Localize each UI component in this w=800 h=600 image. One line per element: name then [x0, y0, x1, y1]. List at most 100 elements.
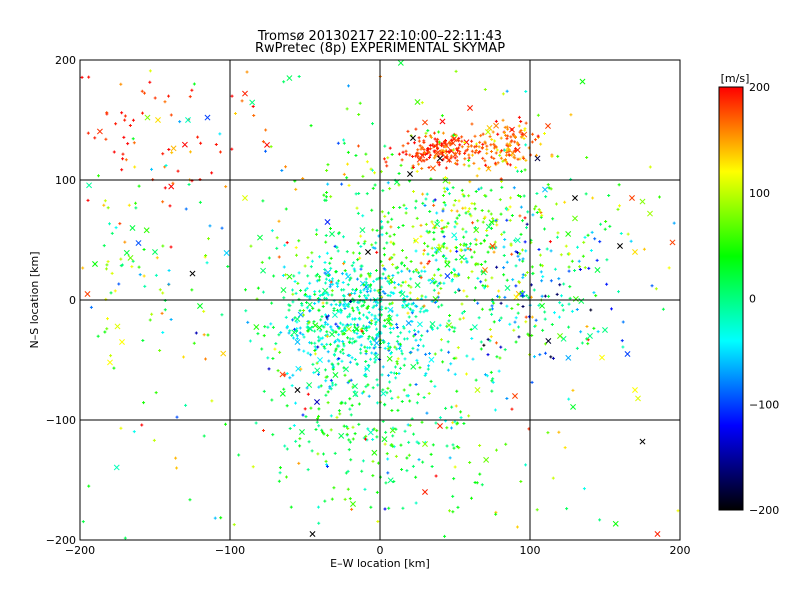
data-point [437, 140, 441, 144]
data-point [373, 288, 377, 292]
data-point [334, 330, 338, 334]
data-point [430, 220, 434, 224]
data-point [368, 320, 372, 324]
data-point [323, 368, 327, 372]
data-point [436, 284, 440, 288]
data-point [570, 309, 574, 313]
data-point [345, 272, 349, 276]
data-point [326, 293, 330, 297]
data-point [388, 389, 392, 393]
data-point [345, 176, 349, 180]
data-point [538, 209, 542, 213]
data-point [439, 338, 443, 342]
data-point [402, 388, 406, 392]
data-point [390, 408, 394, 412]
data-point [444, 256, 448, 260]
data-point [397, 59, 404, 66]
data-point [508, 163, 512, 167]
data-point [325, 317, 329, 321]
data-point [306, 274, 310, 278]
data-point [387, 477, 394, 484]
data-point [170, 151, 174, 155]
data-point [408, 307, 412, 311]
data-point [342, 260, 346, 264]
data-point [342, 424, 346, 428]
data-point [525, 270, 529, 274]
data-point [503, 348, 507, 352]
data-point [506, 162, 510, 166]
data-point [284, 315, 288, 319]
data-point [309, 531, 316, 537]
data-point [154, 391, 158, 395]
data-point [459, 416, 463, 420]
data-point [587, 266, 591, 270]
data-point [429, 379, 433, 383]
data-point [390, 443, 394, 447]
data-point [493, 161, 497, 165]
data-point [325, 315, 329, 319]
data-point [181, 141, 188, 148]
data-point [430, 246, 434, 250]
data-point [295, 337, 299, 341]
data-point [374, 303, 378, 307]
data-point [542, 186, 548, 193]
data-point [450, 426, 454, 430]
data-point [346, 487, 350, 491]
data-point [349, 413, 353, 417]
data-point [591, 196, 595, 200]
data-point [291, 318, 295, 322]
data-point [339, 350, 343, 354]
data-point [463, 248, 467, 252]
data-point [605, 282, 609, 286]
data-point [240, 99, 244, 103]
data-point [482, 238, 486, 242]
data-point [109, 354, 113, 358]
data-point [498, 356, 502, 360]
data-point [501, 118, 505, 122]
data-point [320, 293, 324, 297]
data-point [284, 475, 288, 479]
data-point [466, 247, 470, 251]
data-point [324, 281, 328, 285]
data-point [329, 387, 333, 391]
data-point [316, 324, 323, 331]
data-point [128, 123, 132, 127]
data-point [140, 89, 144, 93]
data-point [325, 191, 329, 195]
data-point [380, 373, 384, 377]
data-point [402, 337, 406, 341]
data-point [481, 220, 485, 224]
data-point [511, 133, 515, 137]
data-point [441, 230, 445, 234]
data-point [347, 448, 351, 452]
data-point [553, 267, 557, 271]
data-point [395, 360, 399, 364]
data-point [525, 294, 529, 298]
data-point [398, 366, 402, 370]
data-point [393, 365, 397, 369]
data-point [142, 274, 146, 278]
data-point [365, 346, 369, 350]
data-point [363, 487, 367, 491]
data-point [359, 267, 363, 271]
data-point [452, 477, 456, 481]
data-point [443, 141, 447, 145]
data-point [536, 134, 540, 138]
data-point [319, 384, 323, 388]
data-point [371, 459, 375, 463]
data-point [357, 192, 361, 196]
data-point [345, 432, 349, 436]
data-point [509, 242, 513, 246]
data-point [669, 239, 676, 246]
data-point [458, 248, 462, 252]
data-point [489, 243, 496, 249]
data-point [361, 459, 365, 463]
data-point [322, 345, 326, 349]
data-point [372, 279, 376, 283]
data-point [351, 251, 355, 255]
data-point [428, 153, 432, 157]
data-point [132, 141, 136, 145]
data-point [420, 334, 424, 338]
data-point [455, 162, 459, 166]
data-point [266, 325, 270, 329]
